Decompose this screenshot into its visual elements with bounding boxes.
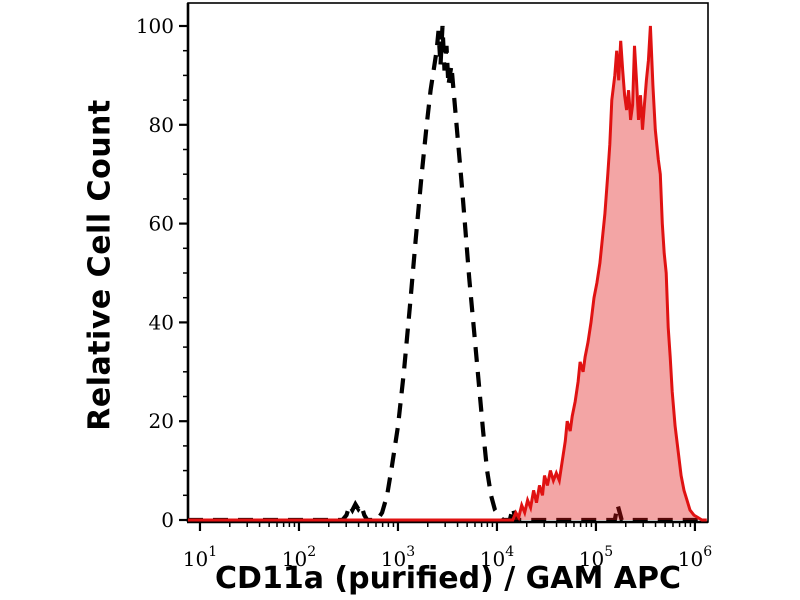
x-tick-label: 103 (381, 544, 415, 571)
series-stroke (188, 25, 707, 523)
x-axis-title: CD11a (purified) / GAM APC (215, 561, 681, 596)
y-tick-label: 100 (136, 14, 174, 38)
y-tick-label: 80 (149, 113, 174, 137)
x-tick-label: 105 (579, 544, 613, 571)
x-tick-label: 101 (183, 544, 217, 571)
x-tick-label: 106 (678, 544, 712, 571)
y-tick-label: 20 (149, 409, 174, 433)
y-axis-title: Relative Cell Count (82, 99, 118, 431)
x-axis: 101 102 103 104 105 106 (183, 522, 712, 571)
series-cd11a-red (188, 25, 707, 522)
y-tick-label: 0 (161, 508, 174, 532)
x-tick-label: 104 (480, 544, 514, 571)
series-stroke (188, 25, 707, 522)
x-tick-label: 102 (282, 544, 316, 571)
y-tick-label: 40 (149, 310, 174, 334)
y-tick-label: 60 (149, 212, 174, 236)
series-control-dashed (188, 25, 707, 523)
y-axis: 0 20 40 60 80 100 (136, 14, 188, 532)
